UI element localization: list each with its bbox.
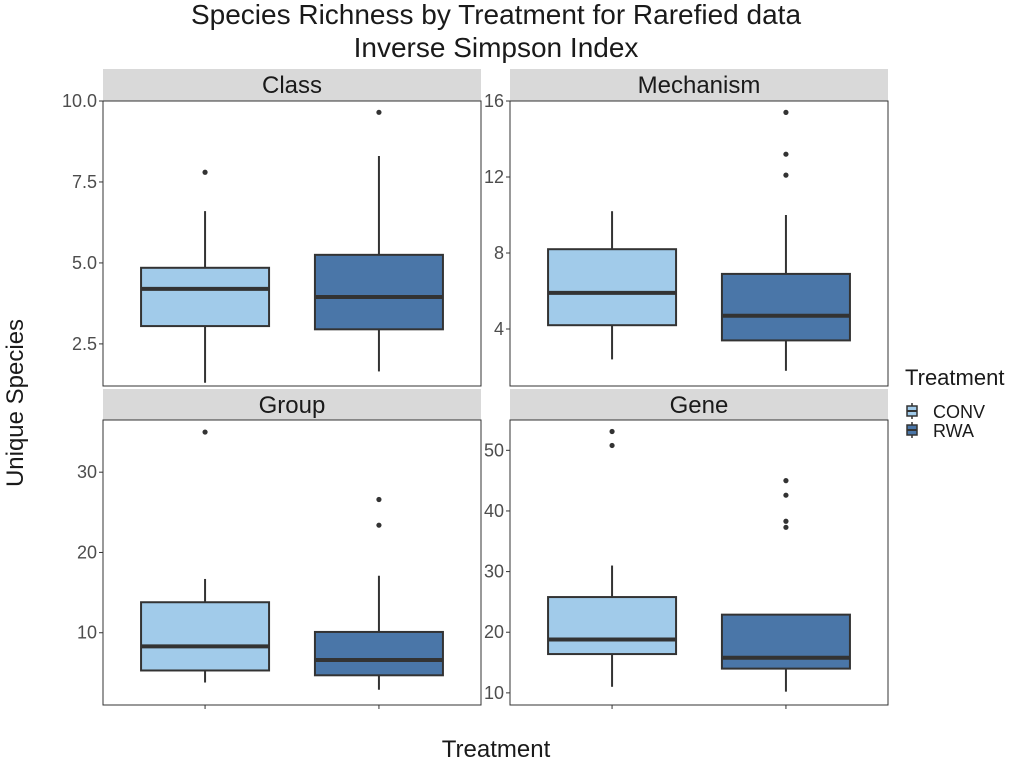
iqr-box (313, 253, 444, 331)
y-axis-title: Unique Species (2, 319, 29, 487)
iqr-box (140, 601, 271, 672)
panel-background (103, 101, 481, 386)
box-conv (547, 211, 678, 360)
legend-label: RWA (933, 421, 974, 441)
panel-gene: Gene 10 20 30 40 50 (484, 389, 889, 709)
y-tick-label: 30 (77, 462, 97, 482)
outlier-point (783, 151, 789, 157)
outlier-point (783, 518, 789, 524)
y-tick-label: 10.0 (62, 91, 97, 111)
outlier-point (202, 429, 208, 435)
outlier-point (376, 522, 382, 528)
panel-border (102, 100, 482, 387)
panel-mechanism: Mechanism 4 8 12 16 (484, 69, 889, 387)
box-rwa (313, 109, 444, 372)
y-tick-label: 4 (494, 319, 504, 339)
panel-background (510, 101, 888, 386)
legend-label: CONV (933, 402, 985, 422)
strip-label: Gene (670, 392, 729, 419)
outlier-point (202, 169, 208, 175)
panel-group: Group 10 20 30 (77, 389, 482, 709)
legend-key-rwa (906, 422, 918, 438)
outlier-point (609, 442, 615, 449)
outlier-point (783, 172, 789, 178)
strip-label: Group (259, 392, 326, 419)
y-tick-label: 20 (77, 542, 97, 562)
strip-label: Class (262, 72, 322, 99)
y-tick-label: 50 (484, 440, 504, 460)
y-tick-label: 10 (484, 683, 504, 703)
y-tick-label: 8 (494, 243, 504, 263)
x-axis-title: Treatment (442, 736, 551, 763)
strip-background (103, 69, 481, 101)
strip-background (103, 389, 481, 420)
outlier-point (376, 109, 382, 115)
y-tick-label: 16 (484, 91, 504, 111)
y-tick-label: 2.5 (72, 334, 97, 354)
y-tick-label: 7.5 (72, 172, 97, 192)
chart-subtitle: Inverse Simpson Index (354, 32, 639, 63)
panel-border (509, 100, 889, 387)
box-rwa (720, 478, 851, 692)
iqr-box (313, 630, 444, 677)
panel-border (509, 419, 889, 706)
box-rwa (313, 496, 444, 690)
y-tick-label: 40 (484, 501, 504, 521)
box-rwa (720, 109, 851, 371)
y-tick-label: 20 (484, 622, 504, 642)
iqr-box (547, 248, 678, 327)
iqr-box (140, 266, 271, 328)
y-tick-label: 10 (77, 623, 97, 643)
iqr-box (547, 596, 678, 656)
box-conv (547, 428, 678, 687)
y-tick-label: 12 (484, 167, 504, 187)
outlier-point (376, 496, 382, 503)
facet-panels: Class 2.5 5.0 7.5 10.0 Mechanism 4 8 12 16 Group 10… (62, 69, 889, 709)
y-tick-label: 5.0 (72, 253, 97, 273)
strip-background (510, 389, 888, 420)
outlier-point (783, 109, 789, 115)
outlier-point (783, 524, 789, 530)
outlier-point (783, 478, 789, 484)
outlier-point (783, 492, 789, 498)
y-tick-label: 30 (484, 562, 504, 582)
box-conv (140, 429, 271, 683)
iqr-box (720, 613, 851, 670)
box-conv (140, 169, 271, 383)
legend-key-conv (906, 403, 918, 419)
strip-label: Mechanism (638, 72, 761, 99)
strip-background (510, 69, 888, 101)
iqr-box (720, 272, 851, 342)
chart-title: Species Richness by Treatment for Rarefi… (191, 0, 802, 30)
panel-class: Class 2.5 5.0 7.5 10.0 (62, 69, 482, 387)
legend-title: Treatment (905, 365, 1004, 390)
panel-border (102, 419, 482, 706)
outlier-point (609, 428, 615, 435)
